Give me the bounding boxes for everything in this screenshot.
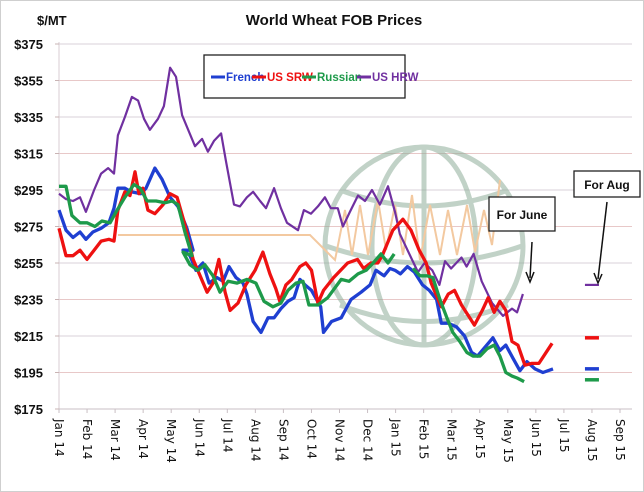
x-tick-label: Aug 15	[585, 419, 599, 462]
annotation-for-aug: For Aug	[573, 170, 641, 285]
legend-label-us-hrw: US HRW	[372, 72, 419, 84]
series-line-russian	[59, 182, 396, 309]
globe-watermark	[322, 144, 526, 348]
annotation-for-aug-text: For Aug	[584, 178, 630, 192]
x-tick-label: Oct 14	[304, 419, 318, 459]
x-tick-label: Jul 15	[557, 418, 571, 453]
x-tick-label: Dec 14	[361, 419, 375, 461]
x-tick-label: May 14	[164, 419, 178, 463]
x-tick-label: Jun 15	[529, 418, 543, 457]
legend: French US SRW Russian US HRW	[203, 54, 419, 99]
arrow-aug	[597, 201, 608, 280]
x-tick-label: Aug 14	[248, 419, 262, 462]
x-tick-label: Jan 15	[389, 418, 403, 457]
arrow-june-head	[525, 271, 535, 285]
y-tick-label: $275	[14, 220, 43, 235]
annotation-for-june: For June	[488, 196, 556, 285]
y-tick-label: $255	[14, 256, 43, 271]
y-tick-label: $295	[14, 183, 43, 198]
arrow-june	[529, 241, 533, 279]
y-tick-label: $335	[14, 110, 43, 125]
y-tick-label: $355	[14, 74, 43, 89]
y-tick-label: $175	[14, 402, 43, 417]
series-line-us-hrw	[58, 66, 524, 317]
x-tick-label: Jul 14	[220, 418, 234, 453]
legend-label-french: French	[226, 72, 264, 84]
x-tick-label: Apr 15	[473, 419, 487, 459]
background-watermark-line	[118, 179, 501, 263]
x-tick-label: Feb 14	[80, 419, 94, 459]
x-tick-label: Mar 15	[445, 419, 459, 461]
x-tick-label: May 15	[501, 419, 515, 463]
chart-title: World Wheat FOB Prices	[246, 12, 422, 29]
legend-label-russian: Russian	[317, 72, 362, 84]
x-tick-label: Jan 14	[52, 418, 66, 457]
x-tick-label: Mar 14	[108, 419, 122, 461]
series-line-us-srw	[57, 170, 554, 367]
x-tick-label: Nov 14	[333, 419, 347, 462]
arrow-aug-head	[593, 272, 603, 285]
x-tick-label: Apr 14	[136, 419, 150, 459]
legend-label-us-srw: US SRW	[267, 72, 313, 84]
x-tick-label: Sep 15	[613, 419, 627, 461]
y-tick-label: $195	[14, 366, 43, 381]
y-tick-label: $315	[14, 147, 43, 162]
x-tick-label: Jun 14	[192, 418, 206, 457]
y-axis-label: $/MT	[37, 13, 67, 28]
y-tick-label: $215	[14, 329, 43, 344]
x-tick-label: Sep 14	[276, 419, 290, 461]
x-tick-label: Feb 15	[417, 419, 431, 459]
annotation-for-june-text: For June	[497, 208, 548, 222]
series-line-russian-segment-2	[411, 267, 525, 384]
y-tick-label: $375	[14, 37, 43, 52]
y-tick-label: $235	[14, 293, 43, 308]
